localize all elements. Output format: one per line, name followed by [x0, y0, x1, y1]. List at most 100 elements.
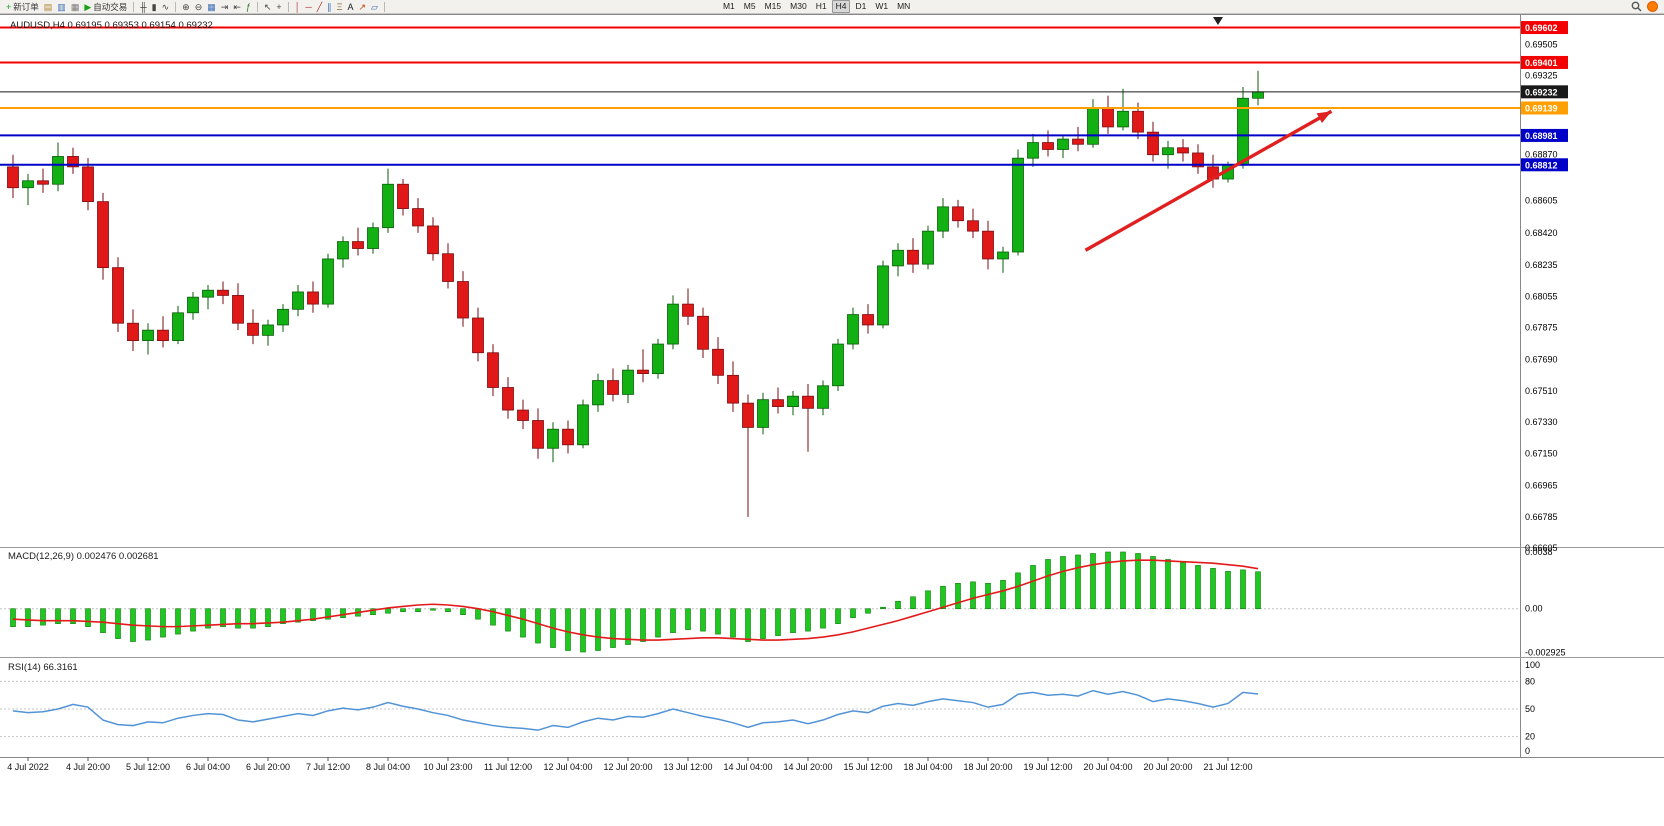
time-axis-label: 14 Jul 04:00 [723, 762, 772, 772]
macd-histogram-bar [1090, 553, 1096, 610]
search-icon[interactable] [1631, 1, 1642, 12]
text-tool-icon[interactable]: A [345, 1, 355, 13]
toolbar-right [1631, 1, 1660, 12]
macd-histogram-bar [1255, 571, 1261, 610]
chart-shift-icon: ⇤ [233, 1, 241, 12]
fibonacci-icon: Ξ [336, 1, 343, 12]
time-axis-label: 10 Jul 23:00 [423, 762, 472, 772]
rsi-axis-label: 80 [1525, 676, 1535, 686]
trendline-icon[interactable]: ╱ [315, 1, 324, 13]
macd-histogram-bar [1030, 565, 1036, 610]
time-axis-label: 12 Jul 20:00 [603, 762, 652, 772]
bear-candle [562, 428, 574, 446]
vertical-line-icon[interactable]: │ [293, 1, 303, 13]
candle-chart-type-icon[interactable]: ▮ [150, 1, 159, 13]
time-axis-label: 5 Jul 12:00 [126, 762, 170, 772]
zoom-out-icon[interactable]: ⊖ [193, 1, 205, 13]
macd-histogram-bar [10, 608, 16, 627]
bar-chart-type-icon[interactable]: ╫ [138, 1, 148, 13]
time-axis-label: 6 Jul 20:00 [246, 762, 290, 772]
bull-candle [667, 303, 679, 345]
bear-candle [742, 402, 754, 428]
price-lines: 0.69602 0.69401 0.69232 0.69139 0.68981 0.688… [0, 21, 1568, 172]
channel-icon[interactable]: ∥ [325, 1, 334, 13]
timeframe-mn[interactable]: MN [897, 1, 911, 11]
annotations[interactable] [1084, 17, 1333, 252]
macd-histogram-bar [415, 608, 421, 613]
market-watch-icon: ▥ [57, 1, 66, 12]
horizontal-line-icon[interactable]: ─ [303, 1, 313, 13]
chart-title: AUDUSD,H4 0.69195 0.69353 0.69154 0.6923… [10, 20, 213, 31]
timeframe-m15[interactable]: M15 [764, 1, 782, 11]
line-chart-type-icon[interactable]: ∿ [160, 1, 172, 13]
macd-histogram-bar [490, 608, 496, 626]
macd-histogram-bar [1075, 554, 1081, 610]
timeframe-m5[interactable]: M5 [743, 1, 756, 11]
macd-histogram-bar [1045, 559, 1051, 610]
trend-arrow-shaft[interactable] [1084, 109, 1333, 252]
macd-histogram-bar [100, 608, 106, 633]
tile-windows-icon[interactable]: ▦ [205, 1, 218, 13]
price-tag [1521, 85, 1568, 99]
macd-histogram-bar [220, 608, 226, 627]
macd-histogram-bar [535, 608, 541, 644]
price-axis-label: 0.66785 [1525, 512, 1558, 522]
timeframe-h1[interactable]: H1 [815, 1, 827, 11]
rsi-panel: 100 80 50 20 0 [0, 660, 1540, 756]
rsi-axis-label: 0 [1525, 746, 1530, 756]
macd-histogram-bar [1000, 580, 1006, 610]
timeframe-d1[interactable]: D1 [855, 1, 867, 11]
rsi-indicator-label: RSI(14) 66.3161 [8, 662, 78, 673]
bull-candle [187, 296, 199, 314]
time-axis-label: 7 Jul 12:00 [306, 762, 350, 772]
bull-candle [847, 314, 859, 345]
fibonacci-icon[interactable]: Ξ [335, 1, 345, 13]
bear-candle [727, 374, 739, 404]
market-watch-icon[interactable]: ▥ [55, 1, 68, 13]
timeframe-w1[interactable]: W1 [875, 1, 889, 11]
macd-histogram-bar [1105, 551, 1111, 610]
macd-histogram-bar [205, 608, 211, 629]
macd-histogram-bar [655, 608, 661, 638]
bull-candle [1027, 142, 1039, 159]
macd-histogram-bar [1225, 571, 1231, 610]
indicators-icon[interactable]: ƒ [244, 1, 253, 13]
navigator-icon[interactable]: ▦ [69, 1, 82, 13]
zoom-in-icon[interactable]: ⊕ [180, 1, 192, 13]
timeframe-h4[interactable]: H4 [831, 0, 851, 13]
charts-icon[interactable]: ▤ [42, 1, 55, 13]
bull-candle [1162, 147, 1174, 156]
price-tag-label: 0.69232 [1525, 87, 1558, 97]
macd-histogram-bar [820, 608, 826, 629]
chart-frame [0, 14, 1664, 758]
cursor-icon[interactable]: ↖ [262, 1, 274, 13]
price-axis-label: 0.67875 [1525, 323, 1558, 333]
trend-arrow-head[interactable] [1316, 111, 1332, 123]
new-order-button[interactable]: + 新订单 [4, 1, 41, 13]
macd-panel: 0.0038 0.00 -0.002925 [0, 547, 1566, 657]
time-axis-label: 6 Jul 04:00 [186, 762, 230, 772]
macd-histogram-bar [565, 608, 571, 651]
price-axis-label: 0.68055 [1525, 291, 1558, 301]
auto-trading-button[interactable]: ▶ 自动交易 [82, 1, 129, 13]
zoom-in-icon: ⊕ [182, 1, 190, 12]
bull-candle [547, 428, 559, 449]
bull-candle [922, 230, 934, 265]
bull-candle [1012, 157, 1024, 253]
price-axis-label: 0.67690 [1525, 355, 1558, 365]
triangle-marker[interactable] [1213, 17, 1223, 25]
arrows-tool-icon[interactable]: ↗ [357, 1, 369, 13]
shapes-tool-icon[interactable]: ▱ [369, 1, 380, 13]
crosshair-icon[interactable]: + [274, 1, 283, 13]
chart-shift-icon[interactable]: ⇤ [231, 1, 243, 13]
bear-candle [712, 348, 724, 376]
timeframe-m1[interactable]: M1 [722, 1, 735, 11]
macd-histogram-bar [640, 608, 646, 642]
bear-candle [532, 420, 544, 449]
bear-candle [247, 322, 259, 336]
notification-icon[interactable] [1647, 1, 1658, 12]
bull-candle [1252, 91, 1264, 99]
timeframe-m30[interactable]: M30 [790, 1, 807, 11]
trendline-icon: ╱ [316, 1, 323, 12]
auto-scroll-icon[interactable]: ⇥ [219, 1, 231, 13]
